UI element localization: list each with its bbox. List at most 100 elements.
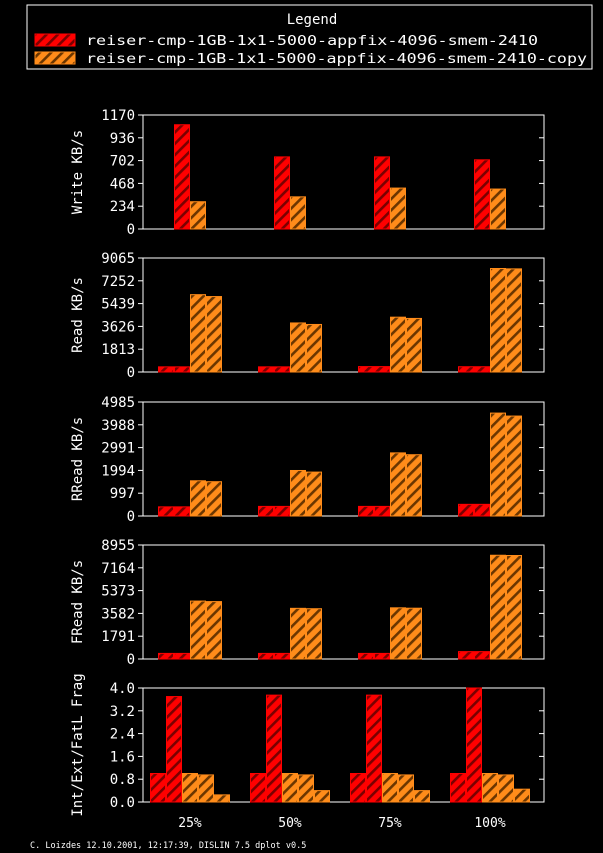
- y-axis-label: FRead KB/s: [70, 560, 86, 644]
- x-tick-label-100: 100%: [474, 816, 505, 831]
- bar-base-100pct: [474, 651, 490, 660]
- bar-base-100pct: [458, 651, 474, 660]
- bar-base-50pct: [274, 505, 290, 517]
- y-tick-label: 468: [110, 176, 135, 192]
- y-tick-label: 0: [127, 652, 135, 668]
- bar-copy-50pct: [314, 790, 330, 803]
- bar-copy-25pct: [206, 481, 222, 517]
- bar-base-100pct: [458, 366, 474, 373]
- bar-base-25pct: [174, 506, 190, 517]
- bar-base-100pct: [450, 773, 466, 803]
- y-axis-label: Write KB/s: [70, 130, 86, 214]
- bar-base-100pct: [474, 366, 490, 373]
- y-tick-label: 0: [127, 365, 135, 381]
- bar-base-50pct: [274, 156, 290, 230]
- bar-base-25pct: [174, 124, 190, 230]
- legend-title: Legend: [287, 12, 338, 28]
- y-tick-label: 9065: [101, 251, 135, 267]
- bar-base-75pct: [374, 156, 390, 230]
- y-tick-label: 234: [110, 199, 135, 215]
- bar-copy-50pct: [306, 471, 322, 517]
- legend: Legend reiser-cmp-1GB-1x1-5000-appfix-40…: [26, 4, 593, 70]
- footer-credit: C. Loizdes 12.10.2001, 12:17:39, DISLIN …: [30, 841, 306, 851]
- bar-copy-100pct: [490, 188, 506, 230]
- bar-copy-25pct: [190, 201, 206, 230]
- x-axis-labels: 25% 50% 75% 100%: [178, 816, 506, 831]
- y-tick-label: 2991: [101, 441, 135, 457]
- y-tick-label: 5373: [101, 584, 135, 600]
- plot-frame: [142, 401, 545, 517]
- bar-base-50pct: [250, 773, 266, 803]
- y-tick-label: 0: [127, 222, 135, 238]
- y-tick-label: 0.8: [110, 772, 135, 788]
- bar-copy-100pct: [482, 773, 498, 803]
- bar-copy-75pct: [414, 790, 430, 803]
- bar-copy-50pct: [290, 469, 306, 517]
- y-tick-label: 1813: [101, 342, 135, 358]
- bar-copy-100pct: [506, 268, 522, 373]
- bar-copy-100pct: [490, 554, 506, 660]
- y-axis-label: Read KB/s: [70, 277, 86, 353]
- y-tick-label: 702: [110, 154, 135, 170]
- bar-base-100pct: [458, 503, 474, 517]
- bar-copy-25pct: [182, 773, 198, 803]
- bar-base-75pct: [350, 773, 366, 803]
- bar-copy-100pct: [498, 774, 514, 803]
- y-tick-label: 1994: [101, 463, 135, 479]
- bar-base-50pct: [258, 652, 274, 660]
- bar-copy-100pct: [490, 268, 506, 373]
- bar-base-100pct: [474, 503, 490, 517]
- bar-base-75pct: [358, 505, 374, 517]
- bar-copy-50pct: [306, 608, 322, 660]
- bar-copy-50pct: [282, 773, 298, 803]
- bar-copy-100pct: [506, 555, 522, 660]
- bar-copy-75pct: [390, 607, 406, 660]
- charts: 0 234 468 702 936 1170 Write KB/s 0 1813 3626 5439…: [70, 108, 545, 817]
- bar-copy-75pct: [390, 452, 406, 517]
- bar-copy-50pct: [306, 323, 322, 373]
- bar-base-25pct: [158, 652, 174, 660]
- y-axis-label: RRead KB/s: [70, 417, 86, 501]
- bar-copy-25pct: [206, 296, 222, 373]
- bar-base-75pct: [374, 652, 390, 660]
- bar-copy-25pct: [190, 294, 206, 373]
- chart-panel-5: 0.0 0.8 1.6 2.4 3.2 4.0 Int/Ext/FatL Frag: [70, 673, 545, 817]
- bar-base-25pct: [174, 366, 190, 373]
- y-tick-label: 2.4: [110, 727, 135, 743]
- bar-copy-25pct: [198, 774, 214, 803]
- y-tick-label: 0.0: [110, 795, 135, 811]
- bar-copy-50pct: [290, 196, 306, 230]
- bar-copy-50pct: [290, 607, 306, 660]
- bar-base-75pct: [358, 366, 374, 373]
- y-tick-label: 997: [110, 486, 135, 502]
- x-tick-label-50: 50%: [278, 816, 302, 831]
- bar-copy-25pct: [206, 601, 222, 660]
- bar-base-75pct: [374, 366, 390, 373]
- bar-base-75pct: [366, 694, 382, 803]
- bar-base-25pct: [166, 696, 182, 803]
- bar-base-25pct: [158, 366, 174, 373]
- bar-base-50pct: [274, 652, 290, 660]
- y-tick-label: 1170: [101, 108, 135, 124]
- y-tick-label: 4.0: [110, 681, 135, 697]
- y-tick-label: 3582: [101, 606, 135, 622]
- bar-base-100pct: [466, 687, 482, 803]
- bar-base-50pct: [274, 366, 290, 373]
- bar-base-25pct: [174, 652, 190, 660]
- bar-copy-75pct: [406, 317, 422, 373]
- bar-copy-50pct: [290, 322, 306, 373]
- y-tick-label: 3988: [101, 418, 135, 434]
- bar-base-75pct: [374, 505, 390, 517]
- bar-copy-25pct: [190, 600, 206, 660]
- y-tick-label: 0: [127, 509, 135, 525]
- bar-copy-50pct: [298, 774, 314, 803]
- bar-copy-75pct: [406, 454, 422, 517]
- y-tick-label: 936: [110, 131, 135, 147]
- bar-copy-75pct: [406, 607, 422, 660]
- bar-base-50pct: [258, 505, 274, 517]
- chart-panel-3: 0 997 1994 2991 3988 4985 RRead KB/s: [70, 395, 545, 525]
- legend-swatch-orange: [34, 51, 76, 65]
- y-tick-label: 3.2: [110, 704, 135, 720]
- y-tick-label: 1.6: [110, 749, 135, 765]
- bar-copy-25pct: [190, 480, 206, 517]
